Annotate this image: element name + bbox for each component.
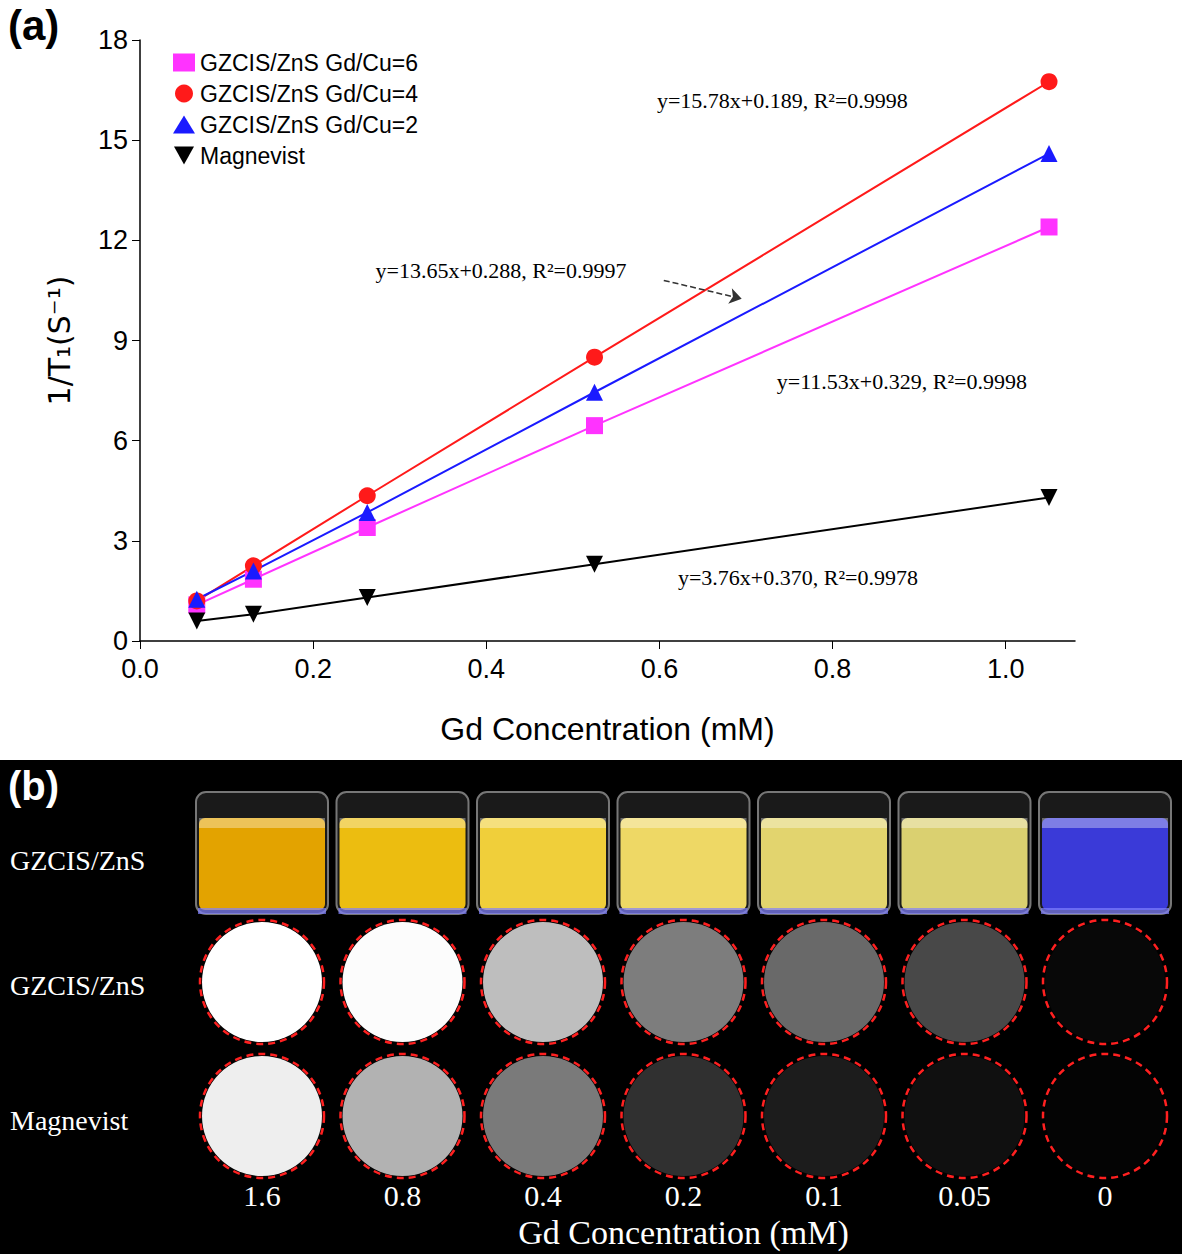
svg-text:6: 6 xyxy=(113,426,128,456)
svg-text:(a): (a) xyxy=(8,2,59,49)
svg-text:y=13.65x+0.288, R²=0.9997: y=13.65x+0.288, R²=0.9997 xyxy=(376,258,627,283)
svg-text:0: 0 xyxy=(1098,1179,1113,1212)
svg-text:GZCIS/ZnS Gd/Cu=6: GZCIS/ZnS Gd/Cu=6 xyxy=(200,50,418,76)
svg-text:GZCIS/ZnS: GZCIS/ZnS xyxy=(10,845,145,876)
svg-text:0.1: 0.1 xyxy=(805,1179,843,1212)
svg-text:(b): (b) xyxy=(8,764,59,808)
svg-text:12: 12 xyxy=(98,225,128,255)
svg-text:Magnevist: Magnevist xyxy=(200,143,305,169)
svg-text:y=11.53x+0.329, R²=0.9998: y=11.53x+0.329, R²=0.9998 xyxy=(777,369,1027,394)
svg-text:Gd Concentration (mM): Gd Concentration (mM) xyxy=(518,1214,849,1252)
svg-text:1/T₁(S⁻¹): 1/T₁(S⁻¹) xyxy=(42,276,77,406)
svg-text:0.6: 0.6 xyxy=(641,654,679,684)
svg-text:0.2: 0.2 xyxy=(665,1179,703,1212)
svg-text:3: 3 xyxy=(113,526,128,556)
svg-text:0.8: 0.8 xyxy=(384,1179,422,1212)
svg-text:0.8: 0.8 xyxy=(814,654,852,684)
svg-text:GZCIS/ZnS Gd/Cu=4: GZCIS/ZnS Gd/Cu=4 xyxy=(200,81,418,107)
svg-text:0: 0 xyxy=(113,626,128,656)
svg-text:0.0: 0.0 xyxy=(121,654,159,684)
svg-text:0.05: 0.05 xyxy=(938,1179,991,1212)
svg-text:Gd Concentration (mM): Gd Concentration (mM) xyxy=(440,711,774,747)
svg-text:1.6: 1.6 xyxy=(243,1179,281,1212)
svg-text:0.4: 0.4 xyxy=(524,1179,562,1212)
svg-text:15: 15 xyxy=(98,125,128,155)
svg-text:1.0: 1.0 xyxy=(987,654,1025,684)
svg-text:y=3.76x+0.370, R²=0.9978: y=3.76x+0.370, R²=0.9978 xyxy=(678,565,918,590)
svg-text:9: 9 xyxy=(113,326,128,356)
svg-text:0.4: 0.4 xyxy=(468,654,506,684)
svg-text:18: 18 xyxy=(98,25,128,55)
svg-text:GZCIS/ZnS: GZCIS/ZnS xyxy=(10,970,145,1001)
svg-text:GZCIS/ZnS Gd/Cu=2: GZCIS/ZnS Gd/Cu=2 xyxy=(200,112,418,138)
svg-text:y=15.78x+0.189, R²=0.9998: y=15.78x+0.189, R²=0.9998 xyxy=(657,88,908,113)
svg-text:Magnevist: Magnevist xyxy=(10,1105,128,1136)
svg-text:0.2: 0.2 xyxy=(294,654,332,684)
